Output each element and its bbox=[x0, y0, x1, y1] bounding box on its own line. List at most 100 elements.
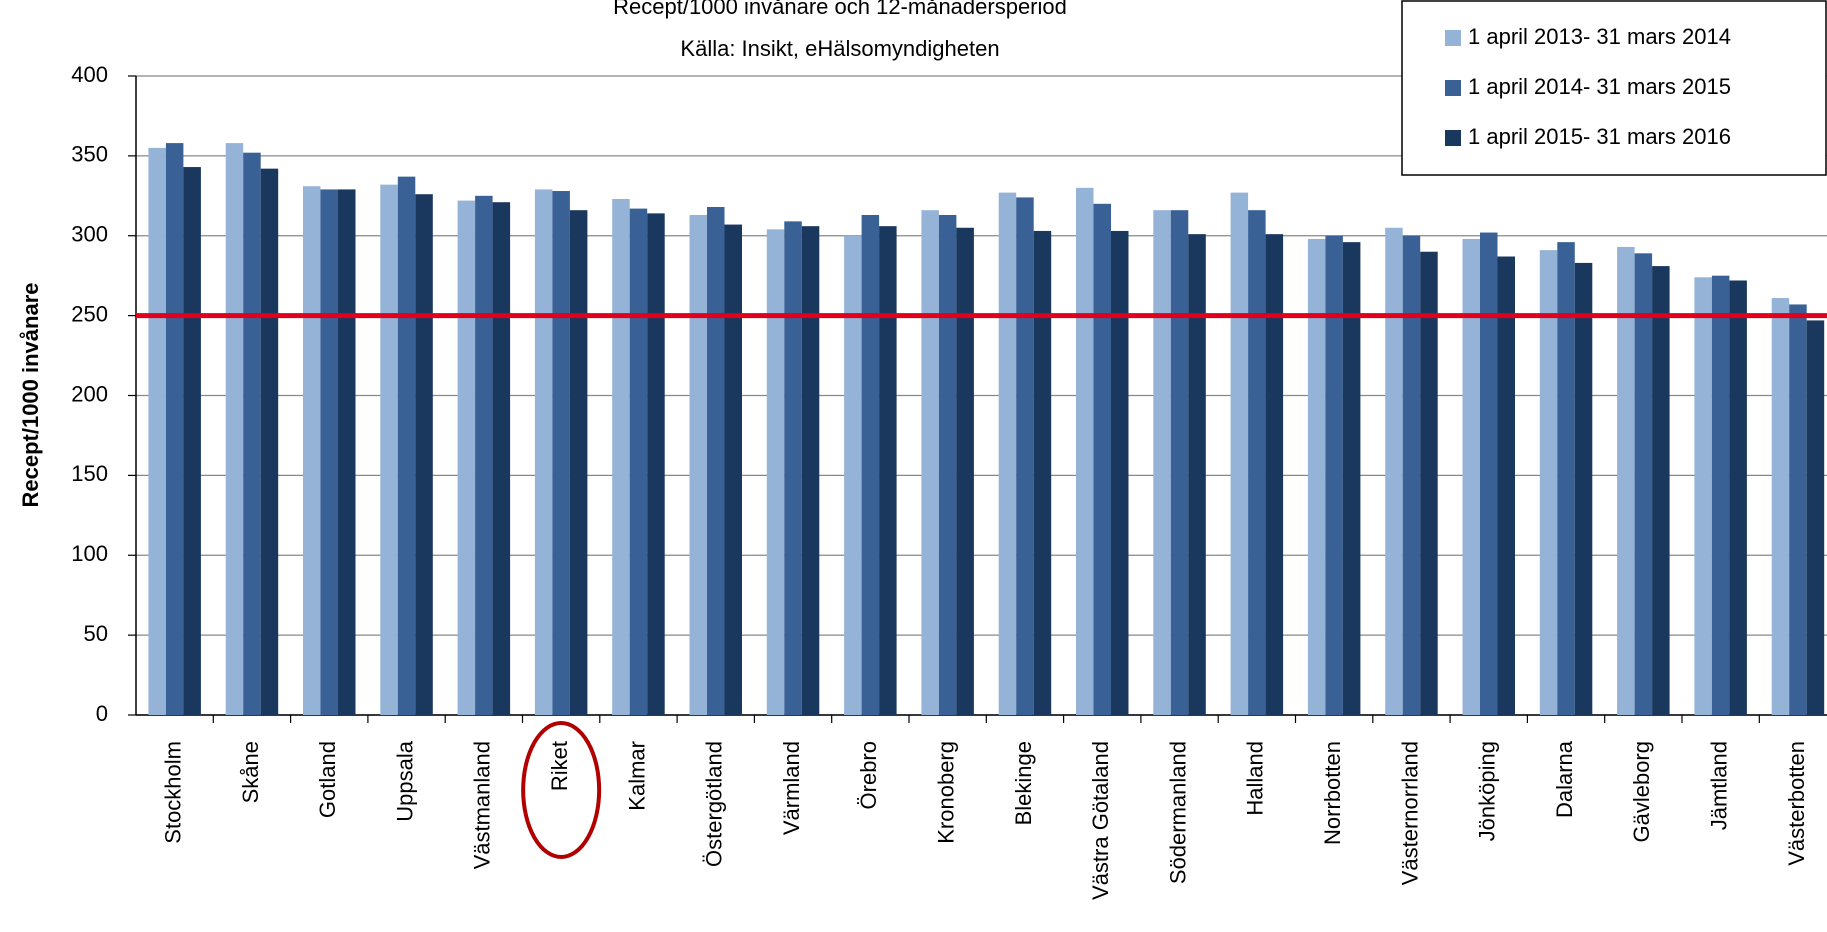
legend-label: 1 april 2013- 31 mars 2014 bbox=[1468, 24, 1731, 49]
bar bbox=[338, 189, 356, 716]
x-tick-label: Västra Götaland bbox=[1088, 741, 1113, 900]
bar bbox=[1729, 280, 1747, 715]
bar bbox=[647, 213, 665, 715]
bar bbox=[1574, 262, 1593, 715]
y-tick-label: 50 bbox=[84, 621, 108, 646]
y-tick-label: 350 bbox=[71, 142, 108, 167]
bar bbox=[707, 206, 725, 715]
bar bbox=[861, 214, 880, 716]
bar bbox=[320, 189, 338, 716]
bar bbox=[921, 210, 939, 715]
bar bbox=[844, 235, 862, 715]
x-tick-label: Gotland bbox=[315, 741, 340, 818]
bar bbox=[612, 199, 630, 715]
x-tick-label: Västerbotten bbox=[1784, 741, 1809, 866]
y-axis-label: Recept/1000 invånare bbox=[18, 282, 43, 507]
bar bbox=[724, 224, 742, 715]
bar bbox=[1557, 242, 1575, 715]
bar bbox=[1188, 234, 1206, 715]
y-tick-label: 150 bbox=[71, 461, 108, 486]
x-tick-label: Örebro bbox=[856, 741, 881, 809]
bar bbox=[998, 192, 1017, 715]
x-tick-label: Östergötland bbox=[702, 741, 727, 867]
bar bbox=[1694, 277, 1712, 715]
bar bbox=[1652, 266, 1670, 715]
bar bbox=[534, 189, 553, 716]
x-tick-label: Kronoberg bbox=[933, 741, 958, 844]
x-tick-label: Stockholm bbox=[160, 741, 185, 844]
x-tick-label: Västernorrland bbox=[1397, 741, 1422, 885]
y-tick-label: 250 bbox=[71, 301, 108, 326]
bar bbox=[801, 226, 820, 716]
y-tick-label: 100 bbox=[71, 541, 108, 566]
bar bbox=[1420, 251, 1438, 715]
x-tick-label: Gävleborg bbox=[1629, 741, 1654, 843]
bar bbox=[1617, 246, 1635, 715]
x-tick-label: Uppsala bbox=[392, 740, 417, 821]
x-tick-label: Dalarna bbox=[1552, 740, 1577, 818]
bar bbox=[552, 191, 570, 715]
legend-box bbox=[1401, 0, 1827, 176]
bar bbox=[1462, 238, 1480, 715]
bar bbox=[1248, 210, 1266, 715]
x-tick-label: Halland bbox=[1243, 741, 1268, 816]
bar bbox=[1307, 238, 1326, 715]
y-tick-label: 300 bbox=[71, 222, 108, 247]
bar bbox=[1230, 192, 1249, 715]
x-tick-label: Skåne bbox=[238, 741, 263, 803]
bar bbox=[1497, 256, 1515, 715]
bar bbox=[1480, 232, 1498, 715]
x-tick-label: Blekinge bbox=[1011, 741, 1036, 825]
highlight-ellipse bbox=[521, 721, 602, 859]
bar bbox=[475, 195, 493, 715]
bar bbox=[938, 214, 957, 716]
bar bbox=[148, 147, 166, 715]
bar bbox=[165, 143, 184, 716]
bar bbox=[1342, 242, 1361, 715]
legend-swatch bbox=[1445, 130, 1461, 146]
bar bbox=[303, 186, 321, 716]
legend-swatch bbox=[1445, 30, 1461, 46]
x-tick-label: Jönköping bbox=[1475, 741, 1500, 841]
legend-swatch bbox=[1445, 80, 1461, 96]
bar bbox=[569, 210, 588, 715]
bar bbox=[689, 214, 707, 716]
y-tick-label: 0 bbox=[96, 701, 108, 726]
y-tick-label: 200 bbox=[71, 381, 108, 406]
bar bbox=[1153, 210, 1171, 715]
bar bbox=[1806, 320, 1825, 715]
bar bbox=[956, 227, 974, 715]
chart-subtitle: Källa: Insikt, eHälsomyndigheten bbox=[680, 36, 999, 61]
bar bbox=[1016, 197, 1034, 715]
bar bbox=[1325, 235, 1343, 715]
bar bbox=[1789, 304, 1807, 715]
bar bbox=[1711, 275, 1730, 715]
x-tick-label: Norrbotten bbox=[1320, 741, 1345, 845]
bar bbox=[225, 143, 244, 716]
bar bbox=[397, 176, 416, 715]
bar bbox=[415, 194, 433, 716]
bar bbox=[380, 184, 398, 715]
x-tick-label: Riket bbox=[547, 741, 572, 791]
bar bbox=[1033, 230, 1052, 715]
bar bbox=[784, 221, 802, 715]
y-tick-label: 400 bbox=[71, 62, 108, 87]
legend-label: 1 april 2014- 31 mars 2015 bbox=[1468, 74, 1731, 99]
bar bbox=[1402, 235, 1421, 715]
bar bbox=[1265, 234, 1284, 715]
bar bbox=[1170, 210, 1189, 715]
bar bbox=[879, 226, 897, 716]
x-tick-label: Västmanland bbox=[470, 741, 495, 869]
bar bbox=[766, 229, 785, 716]
bar bbox=[1539, 250, 1558, 715]
x-tick-label: Kalmar bbox=[624, 741, 649, 811]
chart-title: Recept/1000 invånare och 12-månadersperi… bbox=[613, 0, 1067, 19]
legend-label: 1 april 2015- 31 mars 2016 bbox=[1468, 124, 1731, 149]
bar bbox=[1771, 298, 1790, 715]
bar bbox=[492, 202, 511, 715]
x-tick-label: Jämtland bbox=[1706, 741, 1731, 830]
x-tick-label: Södermanland bbox=[1165, 741, 1190, 884]
bar bbox=[243, 152, 261, 715]
bar bbox=[183, 167, 201, 715]
